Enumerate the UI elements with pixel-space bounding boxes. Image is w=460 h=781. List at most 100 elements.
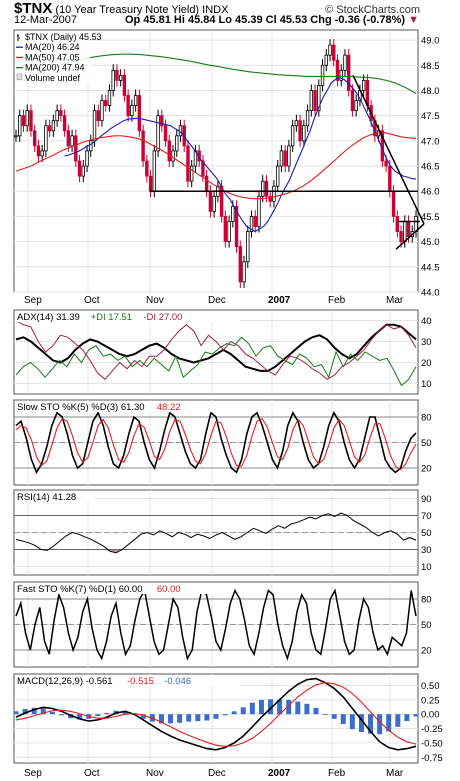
y-tick-label: 20 [421,358,432,369]
price-candle [238,246,242,283]
low-value: Lo 45.39 [218,14,263,26]
price-candle [388,165,392,192]
y-tick-label: 30 [421,545,432,556]
x-axis-label-bottom: Dec [208,768,226,779]
y-tick-label: 10 [421,562,432,573]
y-tick-label: 46.0 [421,187,440,198]
y-tick-label: 10 [421,379,432,390]
price-candle [70,135,74,147]
histogram-bar [377,714,383,735]
histogram-bar [95,714,101,716]
histogram-bar [77,714,83,720]
histogram-bar [268,699,274,715]
price-candle [89,140,93,152]
histogram-bar [140,714,146,719]
x-axis-label-top: Dec [208,295,226,306]
indicator-line [15,588,417,661]
price-candle [268,195,272,202]
price-candle [47,125,52,132]
histogram-bar [104,713,110,715]
price-candle [148,175,153,192]
y-tick-label: 0.25 [421,695,440,706]
price-candle [350,90,355,112]
histogram-bar [168,714,174,724]
histogram-bar [277,699,283,715]
histogram-bar [349,714,355,730]
histogram-bar [22,709,28,715]
histogram-bar [340,714,346,724]
legend-label: ADX(14) 31.39 [17,312,80,323]
y-tick-label: 47.0 [421,136,440,147]
legend-label: $TNX (Daily) 45.53 [25,32,102,42]
legend-label: MACD(12,26,9) -0.561 [17,676,113,687]
price-candle [406,221,411,237]
x-axis-label-bottom: Mar [386,768,404,779]
price-candle [302,125,306,142]
price-candle [208,190,213,212]
histogram-bar [386,714,392,732]
x-axis-label-bottom: Nov [146,768,164,779]
y-tick-label: 90 [421,494,432,505]
instrument-name: (10 Year Treasury Note Yield) [55,4,200,16]
y-tick-label: 50 [421,528,432,539]
y-tick-label: 46.5 [421,162,440,173]
price-candle [14,135,18,138]
price-candle [160,115,164,127]
price-candle [212,195,216,212]
legend-label: 48.22 [157,402,181,413]
price-candle [55,110,59,122]
y-tick-label: 80 [421,595,432,606]
exchange-label: INDX [202,4,229,16]
price-candle [354,100,358,112]
y-tick-label: 20 [421,464,432,475]
open-value: Op 45.81 [124,14,171,26]
indicator-line [15,677,417,751]
histogram-bar [40,708,46,715]
price-candle [264,180,269,197]
y-tick-label: 50 [421,620,432,631]
indicator-line [15,512,417,554]
price-candle [287,145,291,167]
price-candle [178,125,183,137]
price-candle [190,165,194,182]
x-axis-label-top: Feb [328,295,346,306]
y-tick-label: -0.25 [421,724,443,735]
price-candle [290,125,295,147]
price-candle [118,74,123,81]
histogram-bar [13,711,19,715]
downtrend-line [352,75,425,225]
histogram-bar [395,714,401,727]
y-tick-label: 30 [421,337,432,348]
price-candle [272,185,276,202]
price-candle [275,165,280,187]
price-candle [313,90,317,112]
price-candle [261,180,265,197]
price-candle [343,54,347,71]
price-candle [44,125,48,152]
price-candle [414,216,418,232]
price-candle [152,150,157,192]
x-axis-label-bottom: Feb [328,768,346,779]
price-candle [186,145,190,182]
histogram-bar [322,714,328,715]
price-candle [163,125,168,142]
price-candle [234,205,239,248]
price-candle [66,130,71,147]
price-candle [137,95,142,132]
legend-box [15,311,240,322]
price-candle [339,69,343,81]
histogram-bar [313,707,319,715]
price-candle [92,110,97,142]
price-candle [246,231,250,263]
price-candle [59,110,63,117]
price-candle [227,221,231,243]
panel-frame [13,309,419,395]
histogram-bar [186,714,192,722]
legend-label: -0.046 [164,676,191,687]
legend-candle-icon [17,34,20,41]
legend-box [15,583,225,594]
legend-label: MA(50) 47.05 [25,52,80,62]
price-candle [347,54,351,91]
